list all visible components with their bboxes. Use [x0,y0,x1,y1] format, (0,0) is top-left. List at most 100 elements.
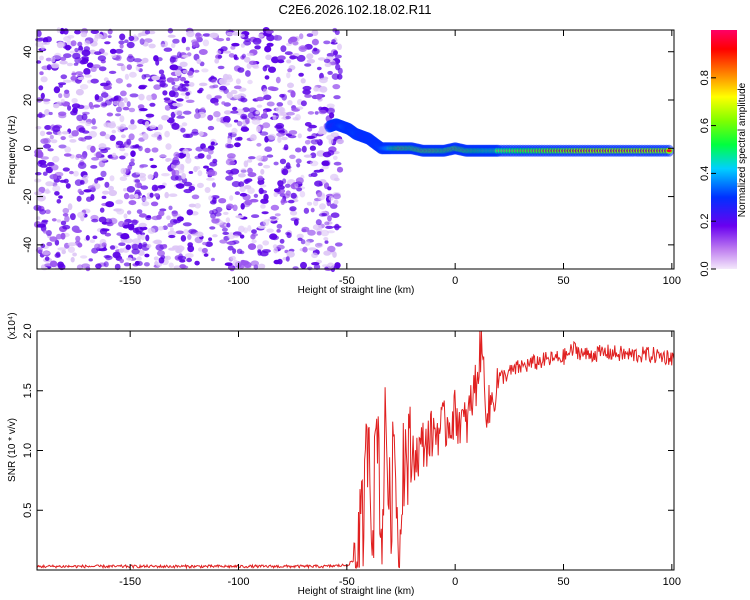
noise-speckle [130,119,135,125]
noise-speckle [126,186,136,193]
noise-speckle [56,41,65,49]
noise-speckle [142,133,149,140]
noise-speckle [74,29,81,35]
noise-speckle [150,201,159,207]
noise-speckle [315,93,323,100]
noise-speckle [78,137,84,142]
noise-speckle [160,73,166,81]
noise-speckle [308,247,317,251]
noise-speckle [260,190,268,194]
noise-speckle [169,56,176,63]
noise-speckle [188,185,196,191]
noise-speckle [233,85,242,90]
noise-speckle [63,53,72,59]
noise-speckle [297,106,304,110]
noise-speckle [84,40,91,46]
noise-speckle [232,248,237,255]
noise-speckle [65,183,71,189]
figure-title: C2E6.2026.102.18.02.R11 [279,2,432,17]
noise-speckle [215,206,223,213]
noise-speckle [332,155,338,160]
noise-speckle [149,124,157,130]
noise-speckle [225,217,231,223]
noise-speckle [45,188,50,194]
noise-speckle [161,173,170,177]
noise-speckle [38,186,46,194]
noise-speckle [227,153,236,159]
noise-speckle [319,168,324,173]
noise-speckle [144,121,150,128]
noise-speckle [71,98,78,104]
noise-speckle [162,90,168,96]
noise-speckle [151,133,160,138]
noise-speckle [34,178,42,183]
noise-speckle [315,219,322,226]
noise-speckle [243,185,252,190]
noise-speckle [307,229,316,236]
spectral-ridge [324,118,675,157]
noise-speckle [168,90,176,98]
noise-speckle [129,71,137,78]
spectrogram-y-ticks: -40 -20 0 20 40 [22,46,674,253]
noise-speckle [262,65,268,72]
noise-speckle [185,133,193,138]
noise-speckle [198,49,208,55]
noise-speckle [70,75,77,81]
noise-speckle [323,58,331,64]
noise-speckle [256,104,263,108]
noise-speckle [137,233,142,241]
noise-speckle [102,190,110,195]
noise-speckle [313,264,321,270]
colorbar-label: Normalized spectral amplitude [737,82,748,217]
noise-speckle [88,130,98,138]
noise-speckle [137,118,145,125]
noise-speckle [56,101,62,107]
noise-speckle [329,203,338,209]
noise-speckle [128,35,135,42]
noise-speckle [312,224,322,231]
noise-speckle [236,120,243,127]
noise-speckle [175,230,185,235]
noise-speckle [200,143,206,150]
noise-speckle [52,155,60,163]
noise-speckle [231,42,240,47]
noise-speckle [50,56,56,63]
noise-speckle [123,213,128,219]
ridge-core [666,149,672,153]
noise-speckle [234,191,240,196]
noise-speckle [316,190,323,198]
noise-speckle [243,160,249,168]
noise-speckle [48,111,53,116]
noise-speckle [300,46,306,50]
noise-speckle [256,142,262,147]
noise-speckle [251,239,257,244]
noise-speckle [60,56,67,61]
noise-speckle [230,45,236,50]
noise-speckle [295,147,302,153]
noise-speckle [70,40,77,47]
noise-speckle [144,147,151,154]
noise-speckle [255,96,265,102]
noise-speckle [206,177,215,181]
noise-speckle [156,136,163,141]
noise-speckle [301,145,307,153]
noise-speckle [318,109,327,115]
noise-speckle [116,125,125,130]
noise-speckle [57,131,62,136]
noise-speckle [191,128,199,134]
noise-speckle [268,66,276,73]
noise-speckle [167,27,174,34]
noise-speckle [36,151,44,159]
noise-speckle [168,234,176,239]
noise-speckle [58,93,63,99]
noise-speckle [163,47,173,52]
noise-speckle [232,31,240,36]
noise-speckle [327,215,332,222]
noise-speckle [309,145,316,151]
noise-speckle [265,54,272,61]
noise-speckle [153,55,159,62]
noise-speckle [168,262,174,268]
noise-speckle [248,156,256,160]
noise-speckle [123,97,128,103]
noise-speckle [158,210,165,217]
